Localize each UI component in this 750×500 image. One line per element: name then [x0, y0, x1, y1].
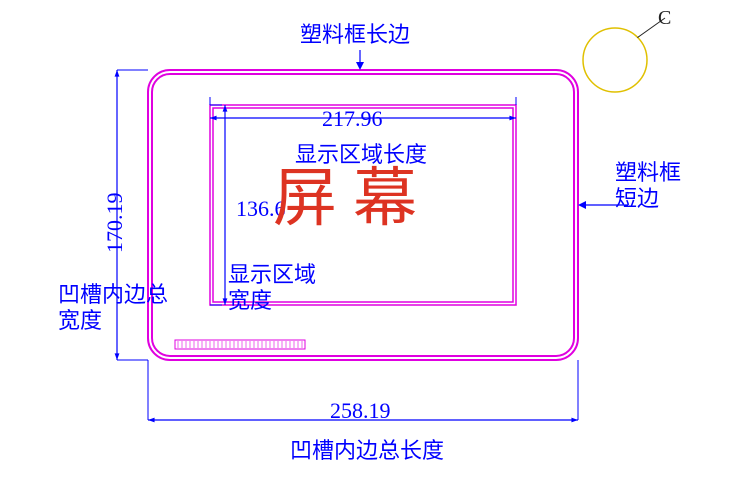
label-left-total-width: 凹槽内边总 宽度 — [58, 282, 168, 335]
label-right-short-side: 塑料框 短边 — [615, 160, 681, 213]
label-top-long-side: 塑料框长边 — [300, 22, 410, 48]
dim-inner-width: 217.96 — [322, 106, 383, 132]
label-screen-big: 屏 幕 — [273, 161, 417, 238]
label-detail-c: C — [658, 6, 671, 30]
label-display-width: 显示区域 宽度 — [228, 262, 316, 315]
label-bottom-total-length: 凹槽内边总长度 — [290, 438, 444, 464]
dim-outer-width: 258.19 — [330, 398, 391, 424]
dim-outer-height: 170.19 — [102, 193, 128, 254]
